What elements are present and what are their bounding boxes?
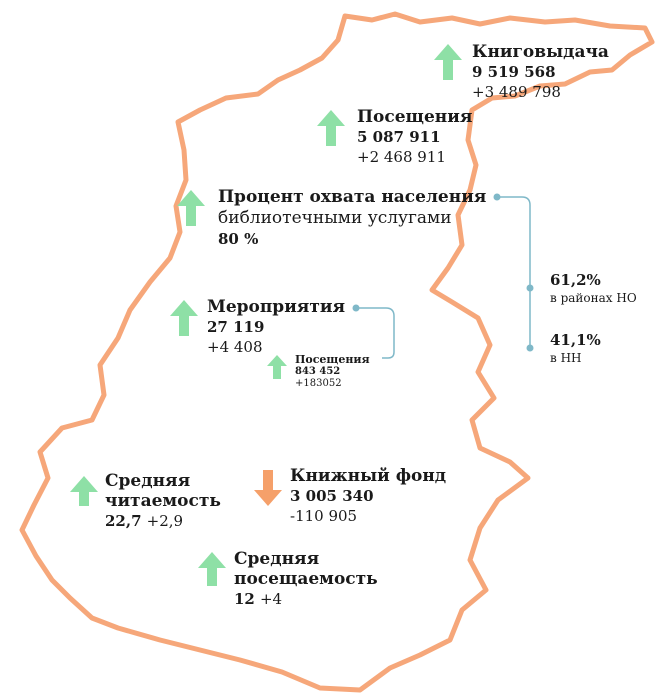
connector-dots	[352, 193, 534, 352]
stat-title: Книговыдача	[472, 42, 609, 62]
region-outline	[19, 11, 655, 693]
up-arrow	[198, 552, 226, 586]
stat-title: Книжный фонд	[290, 466, 447, 486]
breakdown-value: 61,2%	[550, 271, 601, 289]
stat-title: Посещения	[357, 107, 473, 127]
stat: Средняя посещаемость 12 +4	[234, 549, 378, 610]
stat-value: 5 087 911	[357, 128, 441, 146]
stat-value: 12	[234, 590, 255, 608]
stat-value: 3 005 340	[290, 487, 374, 505]
connector	[497, 196, 531, 350]
stat: Мероприятия 27 119 +4 408	[207, 297, 345, 358]
stat-change: +4	[259, 590, 283, 608]
breakdown: 41,1% в НН	[550, 330, 601, 366]
up-arrow	[70, 476, 98, 506]
stat-change: +2,9	[146, 512, 184, 530]
up-arrow	[434, 44, 462, 80]
sub-change: +183052	[295, 378, 342, 389]
stat-title: читаемость	[105, 491, 221, 511]
arrows	[70, 44, 462, 586]
dot	[352, 304, 360, 312]
stat: Книговыдача 9 519 568 +3 489 798	[472, 42, 609, 103]
stat-value: 22,7	[105, 512, 142, 530]
down-arrow	[254, 470, 282, 506]
up-arrow	[170, 300, 198, 336]
stat-value: 80 %	[218, 230, 259, 248]
breakdown: 61,2% в районах НО	[550, 270, 637, 306]
up-arrow	[317, 110, 345, 146]
stat-value: 27 119	[207, 318, 265, 336]
stat-title: Средняя	[234, 549, 320, 569]
connectors	[356, 196, 531, 359]
stat-title: посещаемость	[234, 569, 378, 589]
stat-title: Процент охвата населения	[218, 187, 487, 207]
stat-subtitle: библиотечными услугами	[218, 208, 452, 228]
dot	[526, 284, 534, 292]
stat-value: 9 519 568	[472, 63, 556, 81]
stat: Процент охвата населения библиотечными у…	[218, 187, 486, 249]
breakdown-label: в районах НО	[550, 291, 637, 305]
stat: Посещения 5 087 911 +2 468 911	[357, 107, 472, 168]
up-arrow	[177, 190, 205, 226]
sub-title: Посещения	[295, 353, 370, 366]
dot	[493, 193, 501, 201]
breakdown-label: в НН	[550, 351, 582, 365]
stat-title: Средняя	[105, 471, 191, 491]
up-arrow	[267, 355, 287, 379]
stat: Книжный фонд 3 005 340 -110 905	[290, 466, 446, 527]
sub-stat: Посещения 843 452 +183052	[295, 353, 370, 390]
stat-change: +2 468 911	[357, 148, 446, 166]
sub-value: 843 452	[295, 366, 341, 377]
stat-change: -110 905	[290, 507, 358, 525]
breakdown-value: 41,1%	[550, 331, 601, 349]
stat-change: +3 489 798	[472, 83, 561, 101]
connector	[356, 307, 395, 359]
dot	[526, 344, 534, 352]
stat: Средняя читаемость 22,7 +2,9	[105, 471, 221, 532]
stat-title: Мероприятия	[207, 297, 346, 317]
stat-change: +4 408	[207, 338, 263, 356]
